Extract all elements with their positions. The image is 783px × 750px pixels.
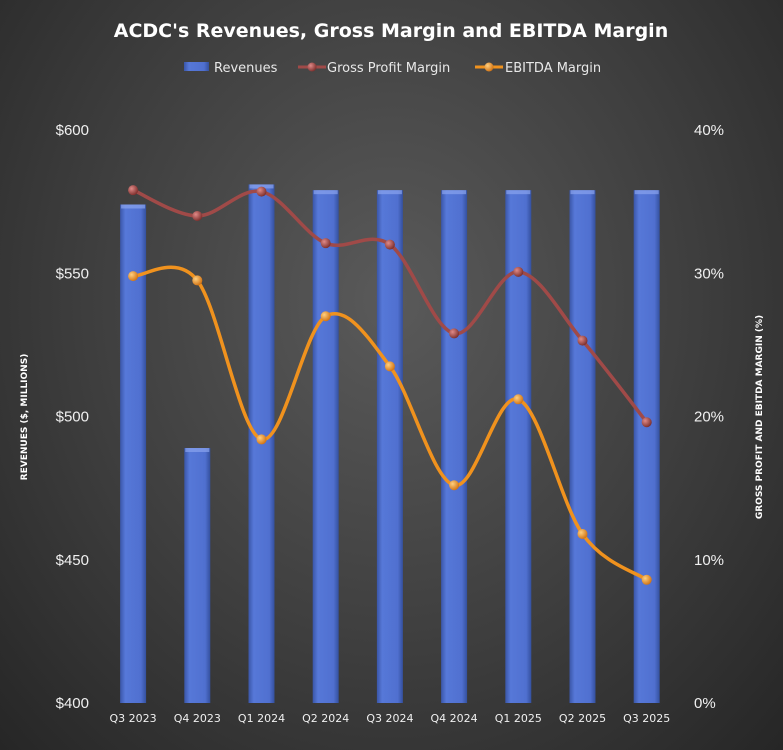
ebitda-margin-point (384, 361, 395, 372)
legend: Revenues Gross Profit Margin EBITDA Marg… (184, 61, 601, 76)
gross-margin-point (577, 335, 588, 346)
gross-margin-point (384, 239, 395, 250)
x-tick-label: Q1 2024 (238, 712, 285, 725)
legend-label-gross: Gross Profit Margin (327, 61, 450, 76)
gross-margin-point (192, 210, 203, 221)
ebitda-margin-point (320, 311, 331, 322)
bar-revenue (120, 204, 147, 704)
y-tick-label: $500 (56, 409, 89, 426)
bar-highlight (634, 190, 659, 195)
ebitda-margin-point (449, 480, 460, 491)
ebitda-margin-point (128, 271, 139, 282)
ebitda-margin-point (641, 574, 652, 585)
bar-highlight (377, 190, 402, 195)
x-tick-label: Q4 2024 (431, 712, 478, 725)
y-tick-label: $400 (56, 695, 89, 712)
bar-revenue (184, 448, 211, 703)
bar-revenue (312, 190, 339, 704)
chart-title: ACDC's Revenues, Gross Margin and EBITDA… (114, 20, 668, 42)
gross-margin-point (128, 185, 139, 196)
bar-revenue (633, 190, 660, 704)
bar-highlight (506, 190, 531, 195)
bar-revenue (441, 190, 468, 704)
x-tick-label: Q2 2024 (302, 712, 349, 725)
x-tick-label: Q2 2025 (559, 712, 606, 725)
bar-highlight (313, 190, 338, 195)
y-axis-label: REVENUES ($, MILLIONS) (20, 354, 30, 481)
y2-tick-label: 10% (694, 552, 724, 569)
y-tick-label: $550 (56, 265, 89, 282)
ebitda-margin-point (192, 275, 203, 286)
y2-tick-label: 40% (694, 122, 724, 139)
gross-margin-point (320, 238, 331, 249)
bar-highlight (249, 184, 274, 189)
ebitda-margin-point (513, 394, 524, 405)
y2-axis-label: GROSS PROFIT AND EBITDA MARGIN (%) (755, 315, 765, 519)
y2-tick-label: 0% (694, 695, 716, 712)
bar-highlight (121, 204, 146, 209)
legend-label-revenues: Revenues (214, 61, 278, 76)
gross-margin-line (132, 188, 649, 424)
bar-revenue (569, 190, 596, 704)
legend-marker-ebitda (484, 62, 494, 72)
legend-marker-gross (307, 62, 317, 72)
x-tick-label: Q1 2025 (495, 712, 542, 725)
gross-margin-point (256, 186, 267, 197)
y2-tick-label: 20% (694, 409, 724, 426)
gross-margin-point (641, 417, 652, 428)
bar-revenue (376, 190, 403, 704)
x-tick-label: Q3 2023 (110, 712, 157, 725)
y2-tick-label: 30% (694, 265, 724, 282)
ebitda-margin-point (577, 528, 588, 539)
gross-margin-point (513, 266, 524, 277)
x-tick-label: Q3 2025 (623, 712, 670, 725)
legend-label-ebitda: EBITDA Margin (505, 61, 601, 76)
x-tick-label: Q4 2023 (174, 712, 221, 725)
ebitda-margin-point (256, 434, 267, 445)
x-tick-label: Q3 2024 (366, 712, 413, 725)
y-tick-label: $600 (56, 122, 89, 139)
bar-highlight (185, 448, 210, 453)
bar-highlight (442, 190, 467, 195)
legend-swatch-revenues (184, 62, 209, 71)
bar-highlight (570, 190, 595, 195)
y-tick-label: $450 (56, 552, 89, 569)
gross-margin-point (449, 328, 460, 339)
